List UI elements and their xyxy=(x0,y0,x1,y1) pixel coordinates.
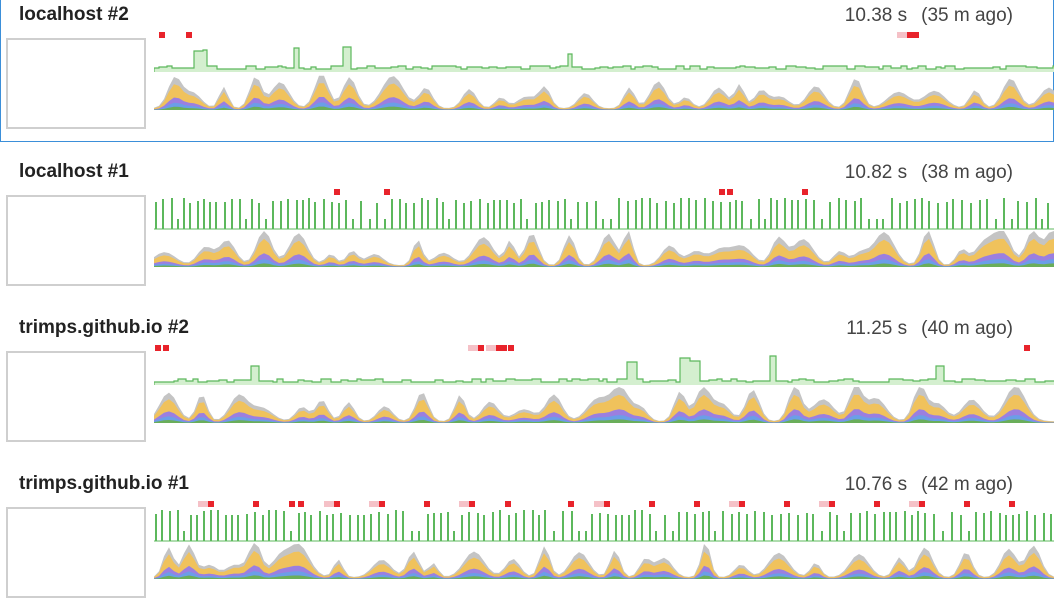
long-frame-marker-faded xyxy=(729,501,739,507)
long-frame-marker xyxy=(874,501,880,507)
recording-meta: 11.25 s (40 m ago) xyxy=(846,318,1013,340)
recording-item[interactable]: trimps.github.io #2 11.25 s (40 m ago) xyxy=(0,312,1054,454)
long-frame-marker xyxy=(155,345,161,351)
long-frame-marker xyxy=(739,501,745,507)
long-frame-marker xyxy=(694,501,700,507)
timeline-overview[interactable] xyxy=(154,343,1054,423)
long-frame-marker xyxy=(163,345,169,351)
long-frame-marker xyxy=(919,501,925,507)
long-frame-marker xyxy=(829,501,835,507)
long-frame-marker xyxy=(727,189,733,195)
long-frame-marker-faded xyxy=(909,501,919,507)
long-frame-marker xyxy=(289,501,295,507)
recording-time-ago: (35 m ago) xyxy=(921,5,1013,26)
recording-duration: 10.76 s xyxy=(844,474,908,495)
recording-item[interactable]: localhost #2 10.38 s (35 m ago) xyxy=(0,0,1054,142)
recording-thumbnail[interactable] xyxy=(6,507,146,598)
recording-thumbnail[interactable] xyxy=(6,195,146,286)
long-frame-marker xyxy=(379,501,385,507)
long-frame-marker xyxy=(604,501,610,507)
long-frame-marker xyxy=(802,189,808,195)
cpu-activity-chart xyxy=(154,75,1054,110)
long-frame-marker xyxy=(784,501,790,507)
long-frame-marker xyxy=(208,501,214,507)
long-frame-marker xyxy=(424,501,430,507)
recording-duration: 10.38 s xyxy=(844,5,908,26)
long-frame-marker xyxy=(649,501,655,507)
recording-thumbnail[interactable] xyxy=(6,351,146,442)
long-frame-marker xyxy=(159,32,165,38)
long-frame-marker xyxy=(1024,345,1030,351)
long-frame-marker xyxy=(568,501,574,507)
long-frame-marker-faded xyxy=(819,501,829,507)
long-frame-marker xyxy=(384,189,390,195)
recording-title: trimps.github.io #2 xyxy=(19,317,189,338)
long-frame-marker-faded xyxy=(198,501,208,507)
recording-duration: 11.25 s xyxy=(846,318,908,339)
recording-time-ago: (38 m ago) xyxy=(921,162,1013,183)
recording-title: trimps.github.io #1 xyxy=(19,473,189,494)
long-frame-marker-faded xyxy=(459,501,469,507)
long-frame-marker xyxy=(508,345,514,351)
timeline-overview[interactable] xyxy=(154,187,1054,267)
long-frame-marker-faded xyxy=(486,345,496,351)
recording-duration: 10.82 s xyxy=(844,162,908,183)
long-frame-marker xyxy=(1009,501,1015,507)
long-frame-marker xyxy=(186,32,192,38)
recording-item[interactable]: localhost #1 10.82 s (38 m ago) xyxy=(0,156,1054,298)
long-frame-marker-faded xyxy=(897,32,907,38)
fps-line xyxy=(154,46,1054,72)
long-frame-marker-faded xyxy=(594,501,604,507)
long-frame-marker xyxy=(964,501,970,507)
long-frame-marker xyxy=(907,32,913,38)
long-frame-marker-faded xyxy=(369,501,379,507)
recording-meta: 10.82 s (38 m ago) xyxy=(845,162,1013,184)
recording-time-ago: (40 m ago) xyxy=(921,318,1013,339)
long-frame-marker-faded xyxy=(324,501,334,507)
fps-bars xyxy=(155,510,1052,541)
long-frame-marker xyxy=(913,32,919,38)
recording-item[interactable]: trimps.github.io #1 10.76 s (42 m ago) xyxy=(0,468,1054,610)
long-frame-marker xyxy=(298,501,304,507)
long-frame-marker xyxy=(719,189,725,195)
long-frame-marker xyxy=(253,501,259,507)
long-frame-marker xyxy=(501,345,507,351)
long-frame-marker xyxy=(334,501,340,507)
recording-thumbnail[interactable] xyxy=(6,38,146,129)
cpu-activity-chart xyxy=(154,231,1054,267)
long-frame-marker xyxy=(505,501,511,507)
recording-title: localhost #2 xyxy=(19,4,129,25)
cpu-activity-chart xyxy=(154,387,1054,423)
long-frame-marker xyxy=(496,345,502,351)
fps-line xyxy=(154,355,1054,385)
timeline-overview[interactable] xyxy=(154,499,1054,579)
cpu-activity-chart xyxy=(154,543,1054,579)
long-frame-marker-faded xyxy=(468,345,478,351)
recording-time-ago: (42 m ago) xyxy=(921,474,1013,495)
timeline-overview[interactable] xyxy=(154,30,1054,110)
fps-bars xyxy=(155,198,1049,229)
recording-title: localhost #1 xyxy=(19,161,129,182)
recording-meta: 10.76 s (42 m ago) xyxy=(845,474,1013,496)
long-frame-marker xyxy=(469,501,475,507)
long-frame-marker xyxy=(478,345,484,351)
recording-meta: 10.38 s (35 m ago) xyxy=(845,5,1013,27)
long-frame-marker xyxy=(334,189,340,195)
